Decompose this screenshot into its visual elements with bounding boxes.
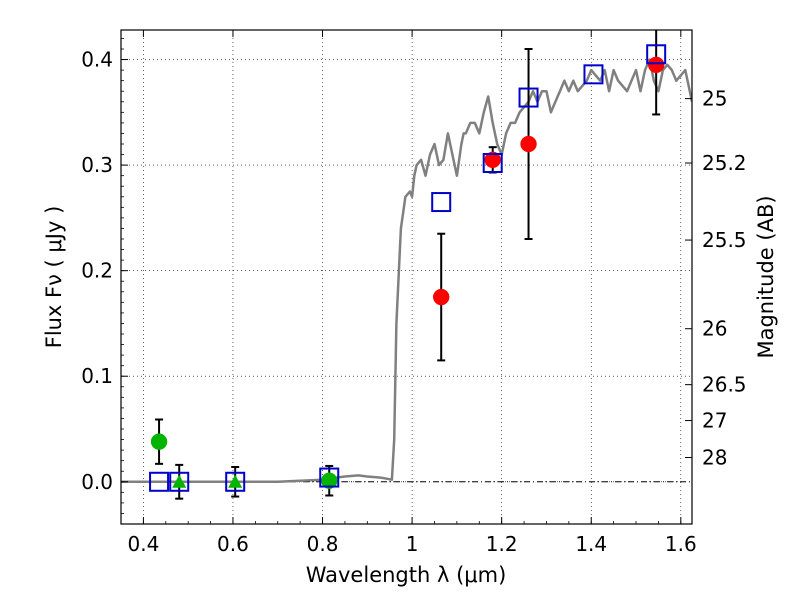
ticks: 0.4 0.6 0.8 1 1.2 1.4 1.6 0.0 0.1 0.2 0.3 0.4 25 25.2…	[81, 30, 747, 556]
x-tick-label: 1.2	[486, 532, 518, 556]
right-tick-label: 27	[702, 409, 727, 433]
plot-frame	[120, 29, 693, 525]
right-tick-label: 26.5	[702, 373, 747, 397]
y-tick-label: 0.2	[81, 259, 113, 283]
model-photometry-square	[225, 471, 246, 492]
model-photometry-square	[431, 192, 452, 213]
right-tick-label: 25	[702, 87, 727, 111]
data-point-circle	[432, 288, 450, 306]
x-tick-label: 1	[406, 532, 419, 556]
model-photometry-square	[149, 471, 170, 492]
model-photometry-square	[169, 471, 190, 492]
x-axis-label: Wavelength λ (μm)	[306, 563, 507, 587]
right-tick-label: 25.2	[702, 151, 747, 175]
right-tick-label: 25.5	[702, 228, 747, 252]
y-tick-label: 0.1	[81, 364, 113, 388]
upper-limit-triangle	[228, 474, 243, 488]
x-tick-label: 0.6	[217, 532, 249, 556]
x-tick-label: 0.8	[307, 532, 339, 556]
x-tick-label: 0.4	[127, 532, 159, 556]
data-point-circle	[647, 56, 665, 74]
data-point-circle	[150, 433, 168, 450]
model-photometry-square	[583, 64, 604, 85]
model-photometry-square	[518, 87, 539, 108]
right-tick-label: 26	[702, 317, 727, 341]
plot-background	[121, 30, 692, 524]
model-photometry-square	[482, 153, 503, 173]
x-tick-label: 1.6	[665, 532, 697, 556]
y-tick-label: 0.4	[81, 48, 113, 72]
model-photometry-square	[646, 44, 667, 65]
right-axis-label: Magnitude (AB)	[754, 195, 778, 358]
right-tick-label: 28	[702, 446, 727, 470]
data-marks	[149, 30, 667, 500]
y-tick-label: 0.0	[81, 470, 113, 494]
y-axis-label: Flux Fν ( μJy )	[42, 206, 66, 349]
y-tick-label: 0.3	[81, 153, 113, 177]
data-point-circle	[520, 135, 537, 153]
upper-limit-triangle	[172, 474, 187, 488]
x-tick-label: 1.4	[575, 532, 607, 556]
model-photometry-square	[319, 467, 340, 488]
